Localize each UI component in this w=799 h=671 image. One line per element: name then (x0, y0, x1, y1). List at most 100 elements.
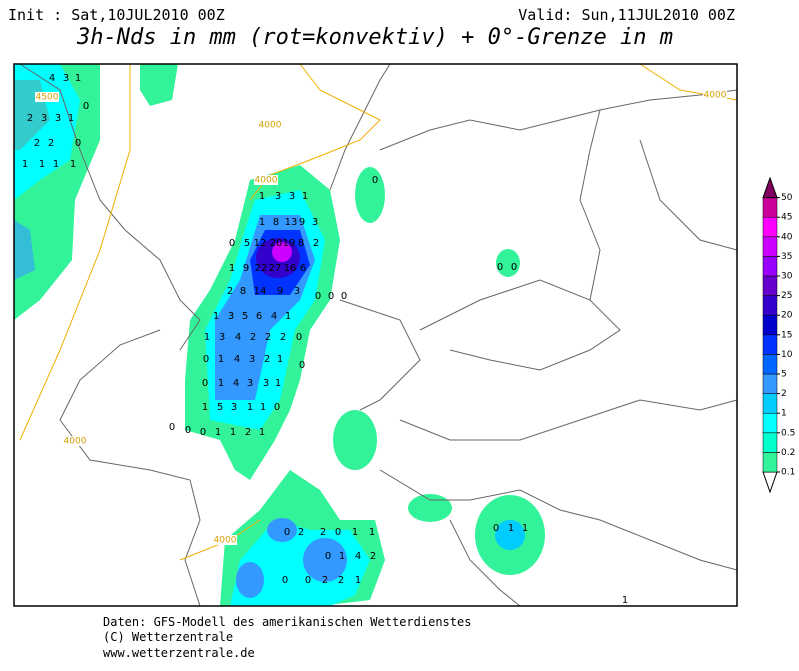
contour-label-bg (35, 92, 59, 102)
grid-value: 3 (275, 191, 281, 202)
grid-value: 1 (22, 159, 28, 170)
grid-value: 1 (259, 191, 265, 202)
colorbar-label: 30 (781, 272, 793, 282)
contour-label: 4000 (704, 91, 727, 101)
grid-value: 1 (339, 551, 345, 562)
grid-value: 4 (235, 332, 241, 343)
colorbar-swatch (762, 256, 778, 277)
colorbar-swatch (762, 216, 778, 238)
grid-value: 8 (240, 286, 246, 297)
colorbar-swatch (762, 197, 778, 218)
colorbar-swatch (762, 354, 778, 375)
colorbar-swatch (762, 295, 778, 316)
grid-value: 2 (322, 575, 328, 586)
grid-value: 1 (218, 378, 224, 389)
grid-value: 5 (244, 238, 250, 249)
grid-value: 0 (299, 360, 305, 371)
footer-line: Daten: GFS-Modell des amerikanischen Wet… (103, 615, 471, 629)
colorbar-swatch (762, 412, 778, 434)
grid-value: 1 (218, 354, 224, 365)
colorbar-label: 0.1 (781, 468, 795, 478)
contour-label: 4000 (255, 176, 278, 186)
grid-value: 2 (320, 527, 326, 538)
contour-label-bg (63, 436, 87, 446)
grid-value: 3 (294, 286, 300, 297)
grid-value: 1 (70, 159, 76, 170)
grid-value: 0 (493, 523, 499, 534)
grid-value: 1 (202, 402, 208, 413)
grid-value: 1 (230, 427, 236, 438)
grid-value: 2 (250, 332, 256, 343)
grid-value: 3 (41, 113, 47, 124)
grid-value: 2 (370, 551, 376, 562)
contour-label-bg (258, 120, 282, 130)
grid-value: 1 (259, 427, 265, 438)
colorbar-label: 35 (781, 252, 792, 262)
grid-value: 3 (249, 354, 255, 365)
grid-value: 0 (511, 262, 517, 273)
grid-value: 3 (263, 378, 269, 389)
grid-value: 1 (39, 159, 45, 170)
grid-value: 9 (277, 286, 283, 297)
grid-value: 2 (245, 427, 251, 438)
grid-value: 3 (63, 73, 69, 84)
colorbar-end (762, 176, 778, 199)
contour-label-bg (703, 90, 727, 100)
footer-line: (C) Wetterzentrale (103, 630, 233, 644)
colorbar-end (762, 471, 778, 494)
grid-value: 2 (34, 138, 40, 149)
grid-value: 1 (215, 427, 221, 438)
grid-value: 0 (83, 101, 89, 112)
colorbar-label: 25 (781, 291, 792, 301)
valid-time: Valid: Sun,11JUL2010 00Z (518, 6, 735, 24)
grid-value: 0 (335, 527, 341, 538)
grid-value: 3 (289, 191, 295, 202)
map-title: 3h-Nds in mm (rot=konvektiv) + 0°-Grenze… (76, 25, 673, 50)
colorbar-swatch (762, 236, 778, 257)
grid-value: 5 (242, 311, 248, 322)
grid-value: 8 (298, 238, 304, 249)
grid-value: 0 (341, 291, 347, 302)
colorbar-label: 5 (781, 370, 787, 380)
grid-value: 20 (270, 238, 283, 249)
grid-value: 0 (497, 262, 503, 273)
grid-value: 3 (219, 332, 225, 343)
colorbar-swatch (762, 393, 778, 414)
colorbar-label: 0.2 (781, 448, 795, 458)
grid-value: 0 (200, 427, 206, 438)
colorbar-swatch (762, 452, 778, 473)
grid-value: 4 (233, 378, 239, 389)
contour-label: 4500 (36, 93, 59, 103)
grid-value: 0 (305, 575, 311, 586)
map-bg (14, 64, 737, 606)
grid-value: 2 (280, 332, 286, 343)
grid-value: 9 (243, 263, 249, 274)
grid-value: 12 (254, 238, 267, 249)
colorbar-label: 1 (781, 409, 787, 419)
grid-value: 19 (283, 238, 296, 249)
colorbar-label: 0.5 (781, 428, 795, 438)
grid-value: 1 (622, 595, 628, 606)
grid-value: 9 (299, 217, 305, 228)
grid-value: 2 (48, 138, 54, 149)
colorbar-label: 20 (781, 311, 793, 321)
grid-value: 3 (312, 217, 318, 228)
colorbar-swatch (762, 314, 778, 336)
grid-value: 1 (260, 402, 266, 413)
grid-value: 3 (247, 378, 253, 389)
grid-value: 0 (315, 291, 321, 302)
grid-value: 2 (227, 286, 233, 297)
colorbar-label: 2 (781, 389, 787, 399)
contour-label-bg (254, 175, 278, 185)
grid-value: 13 (285, 217, 298, 228)
grid-value: 0 (282, 575, 288, 586)
init-time: Init : Sat,10JUL2010 00Z (8, 6, 225, 24)
colorbar-label: 10 (781, 350, 793, 360)
colorbar-label: 45 (781, 213, 792, 223)
grid-value: 5 (217, 402, 223, 413)
grid-value: 4 (355, 551, 361, 562)
